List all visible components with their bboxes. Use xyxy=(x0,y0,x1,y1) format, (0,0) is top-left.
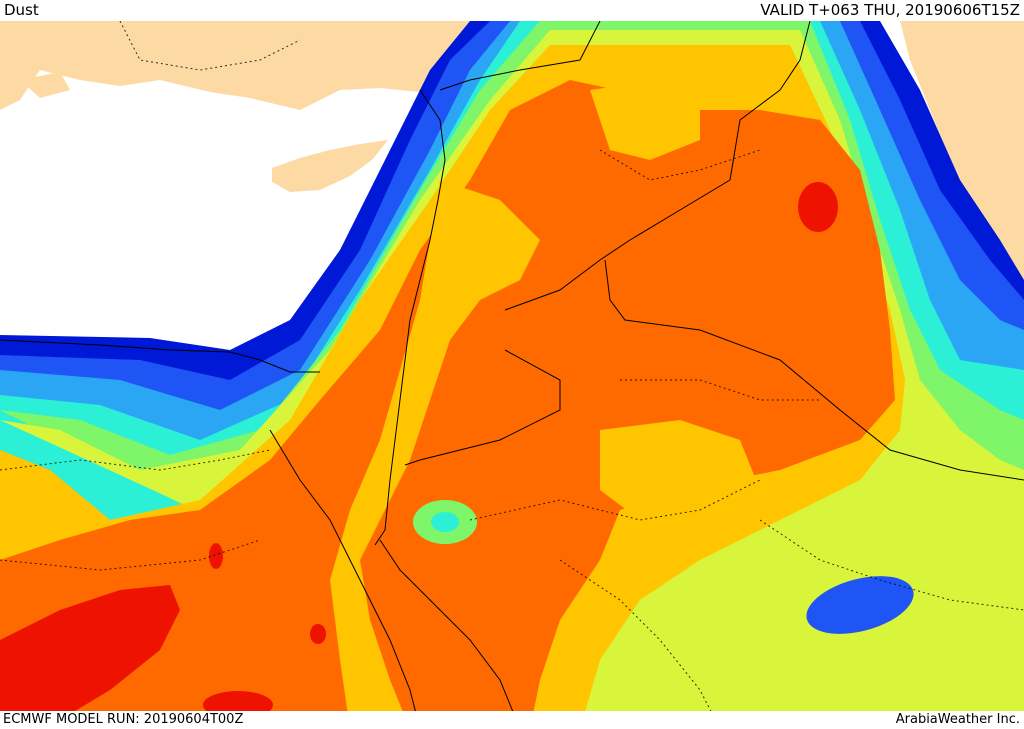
model-run-label: ECMWF MODEL RUN: 20190604T00Z xyxy=(3,712,244,727)
dust-max-red-small-2 xyxy=(310,624,326,644)
dust-max-red-small-1 xyxy=(209,543,223,569)
dust-band-cyan-spot-core xyxy=(431,512,459,532)
dust-band-yellow-patch-north xyxy=(590,80,700,160)
province-borders xyxy=(0,21,1024,711)
map-canvas xyxy=(0,21,1024,711)
dust-band-orange xyxy=(0,80,895,711)
land-cyprus xyxy=(272,140,388,192)
valid-time-label: VALID T+063 THU, 20190606T15Z xyxy=(760,1,1020,19)
land-island-north xyxy=(20,72,70,98)
dust-forecast-map xyxy=(0,21,1024,711)
dust-band-yellow-patch-east xyxy=(600,420,760,520)
footer-bar: ECMWF MODEL RUN: 20190604T00Z ArabiaWeat… xyxy=(0,711,1024,729)
dust-max-red-south xyxy=(203,691,273,711)
land-turkey xyxy=(0,21,560,110)
land-iran xyxy=(900,21,1024,290)
credit-label: ArabiaWeather Inc. xyxy=(895,712,1020,727)
dust-band-yellow-tongue xyxy=(330,180,540,711)
country-borders xyxy=(0,21,1024,711)
title-bar: Dust VALID T+063 THU, 20190606T15Z xyxy=(0,0,1024,21)
dust-band-blue-blob xyxy=(806,576,914,634)
product-label: Dust xyxy=(4,1,39,19)
dust-max-red-iraq xyxy=(798,182,838,232)
dust-max-red-southwest xyxy=(0,585,180,711)
